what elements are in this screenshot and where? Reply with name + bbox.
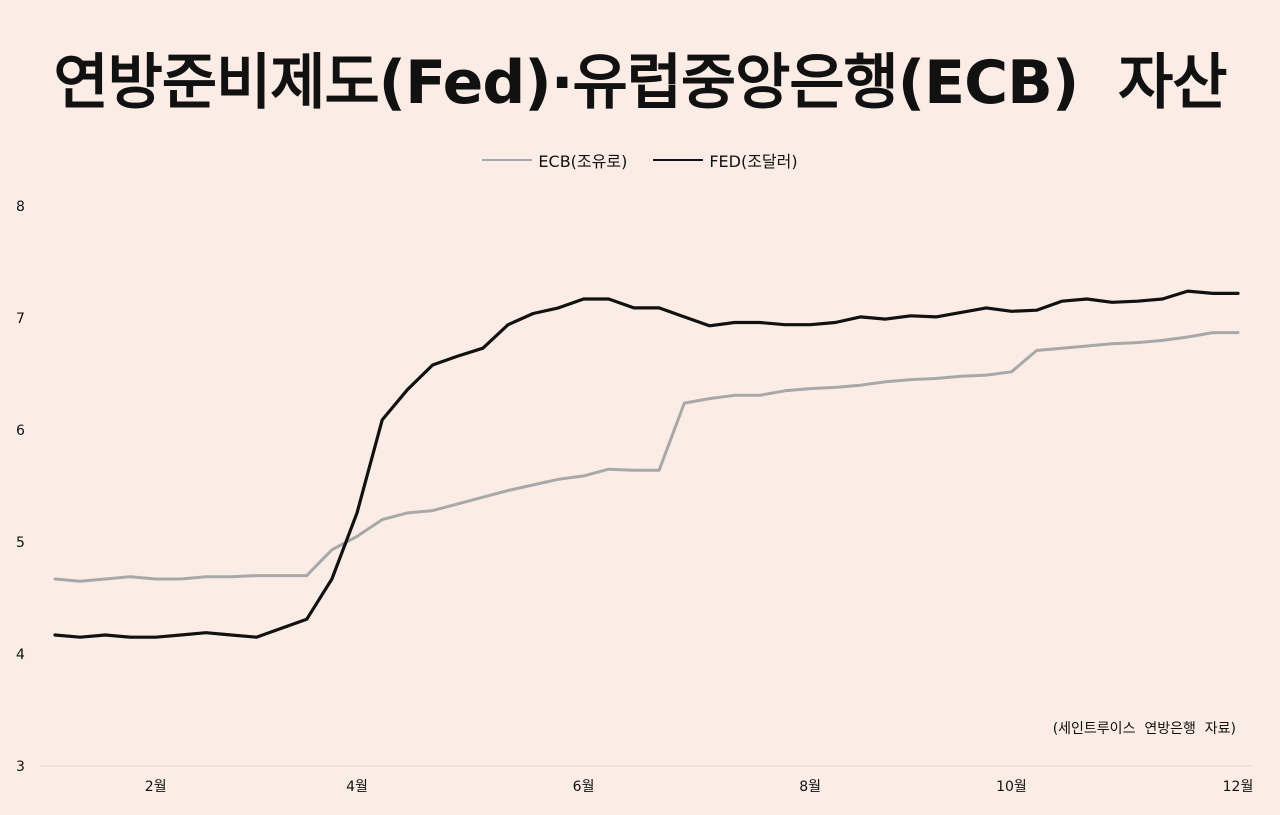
legend-swatch-ecb — [482, 159, 533, 161]
source-note: (세인트루이스 연방은행 자료) — [1052, 721, 1236, 737]
y-tick-label: 6 — [16, 423, 25, 439]
legend-swatch-fed — [653, 159, 704, 161]
chart-title: 연방준비제도(Fed)·유럽중앙은행(ECB) 자산 — [53, 48, 1227, 118]
x-tick-label: 10월 — [996, 779, 1027, 795]
x-tick-label: 2월 — [145, 779, 167, 795]
legend: ECB(조유로) FED(조달러) — [0, 148, 1280, 172]
x-tick-label: 4월 — [346, 779, 368, 795]
x-tick-label: 8월 — [799, 779, 821, 795]
y-tick-label: 8 — [16, 199, 25, 215]
legend-label-ecb: ECB(조유로) — [538, 152, 628, 171]
legend-label-fed: FED(조달러) — [709, 152, 798, 171]
y-tick-label: 5 — [16, 535, 25, 551]
series-line-fed — [53, 289, 1240, 639]
legend-item-ecb: ECB(조유로) — [482, 148, 627, 172]
y-tick-label: 3 — [16, 759, 25, 775]
y-tick-label: 4 — [16, 647, 25, 663]
x-tick-label: 6월 — [573, 779, 595, 795]
series-line-ecb — [53, 331, 1240, 583]
y-tick-label: 7 — [16, 311, 25, 327]
legend-item-fed: FED(조달러) — [653, 148, 798, 172]
x-tick-label: 12월 — [1223, 779, 1254, 795]
